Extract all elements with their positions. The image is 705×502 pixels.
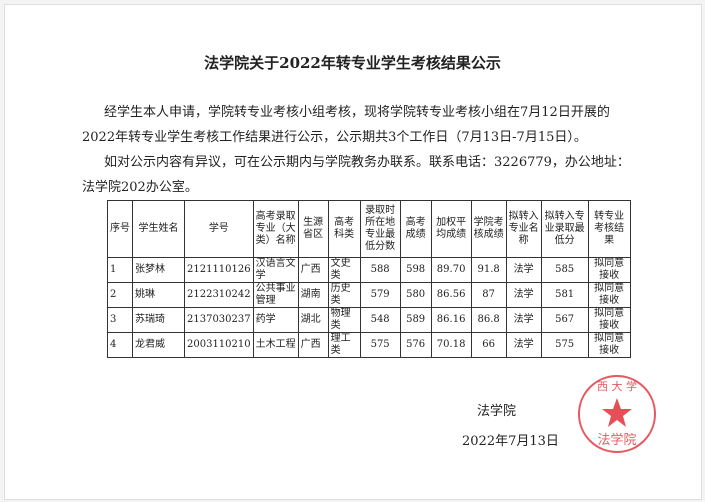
paragraph-contact: 如对公示内容有异议，可在公示期内与学院教务办联系。联系电话：3226779，办公…: [82, 155, 630, 195]
table-cell: 2122310242: [184, 282, 254, 308]
paragraph-intro: 经学生本人申请，学院转专业考核小组考核，现将学院转专业考核小组在7月12日开展的…: [82, 105, 610, 145]
results-table: 序号 学生姓名 学号 高考录取专业（大类）名称 生源省区 高考科类 录取时所在地专业最低分数…: [107, 200, 631, 358]
page-title: 法学院关于2022年转专业学生考核结果公示: [204, 54, 501, 72]
table-cell: 湖南: [297, 282, 329, 308]
column-header: 学院考核成绩: [470, 200, 507, 258]
table-row: 3 苏瑞琦 2137030237 药学 湖北 物理类 548 589 86.16 86.8 法学 56…: [107, 307, 631, 333]
table-cell: 姚琳: [132, 282, 185, 308]
column-header: 高考科类: [327, 200, 361, 258]
column-header: 拟转入专业录取最低分: [540, 200, 589, 258]
table-cell: 理工类: [327, 332, 361, 358]
column-header: 拟转入专业名称: [505, 200, 542, 258]
table-cell: 土木工程: [252, 332, 299, 358]
column-header: 高考录取专业（大类）名称: [252, 200, 299, 258]
table-cell: 3: [107, 307, 133, 333]
table-row: 1 张梦林 2121110126 汉语言文学 广西 文史类 588 598 89.70 91.8 法…: [107, 257, 631, 283]
table-cell: 苏瑞琦: [132, 307, 185, 333]
column-header: 转专业考核结果: [587, 200, 631, 258]
table-cell: 588: [359, 257, 401, 283]
table-cell: 广西: [297, 332, 329, 358]
table-cell: 585: [540, 257, 589, 283]
column-header: 加权平均成绩: [430, 200, 472, 258]
table-cell: 张梦林: [132, 257, 185, 283]
table-cell: 548: [359, 307, 401, 333]
column-header: 生源省区: [297, 200, 329, 258]
table-cell: 580: [399, 282, 432, 308]
svg-text:法学院: 法学院: [597, 432, 636, 448]
table-header-row: 序号 学生姓名 学号 高考录取专业（大类）名称 生源省区 高考科类 录取时所在地专业最低分数…: [107, 200, 631, 258]
table-cell: 法学: [505, 282, 542, 308]
table-cell: 拟同意接收: [587, 282, 631, 308]
table-cell: 575: [540, 332, 589, 358]
official-seal: 西 大 学 法学院: [578, 375, 656, 453]
table-cell: 89.70: [430, 257, 472, 283]
table-cell: 70.18: [430, 332, 472, 358]
table-cell: 86.56: [430, 282, 472, 308]
table-cell: 2121110126: [184, 257, 254, 283]
table-cell: 4: [107, 332, 133, 358]
svg-text:西 大 学: 西 大 学: [597, 379, 637, 393]
table-row: 2 姚琳 2122310242 公共事业管理 湖南 历史类 579 580 86.56 87 法学 5…: [107, 282, 631, 308]
table-cell: 湖北: [297, 307, 329, 333]
table-cell: 药学: [252, 307, 299, 333]
table-cell: 法学: [505, 332, 542, 358]
table-cell: 物理类: [327, 307, 361, 333]
table-cell: 龙君威: [132, 332, 185, 358]
table-cell: 567: [540, 307, 589, 333]
table-cell: 1: [107, 257, 133, 283]
table-cell: 66: [470, 332, 507, 358]
table-cell: 汉语言文学: [252, 257, 299, 283]
table-cell: 2137030237: [184, 307, 254, 333]
table-cell: 598: [399, 257, 432, 283]
table-cell: 87: [470, 282, 507, 308]
column-header: 录取时所在地专业最低分数: [359, 200, 401, 258]
column-header: 学生姓名: [132, 200, 185, 258]
table-cell: 86.16: [430, 307, 472, 333]
table-row: 4 龙君威 2003110210 土木工程 广西 理工类 575 576 70.18 66 法学 57…: [107, 332, 631, 358]
table-cell: 文史类: [327, 257, 361, 283]
table-cell: 2003110210: [184, 332, 254, 358]
table-cell: 法学: [505, 307, 542, 333]
table-cell: 589: [399, 307, 432, 333]
signature: 法学院: [477, 404, 517, 419]
table-cell: 575: [359, 332, 401, 358]
table-cell: 公共事业管理: [252, 282, 299, 308]
table-cell: 拟同意接收: [587, 257, 631, 283]
table-cell: 拟同意接收: [587, 332, 631, 358]
table-cell: 576: [399, 332, 432, 358]
column-header: 序号: [107, 200, 133, 258]
signing-date: 2022年7月13日: [462, 434, 559, 449]
table-cell: 法学: [505, 257, 542, 283]
table-cell: 579: [359, 282, 401, 308]
table-cell: 广西: [297, 257, 329, 283]
table-cell: 581: [540, 282, 589, 308]
table-cell: 86.8: [470, 307, 507, 333]
table-cell: 历史类: [327, 282, 361, 308]
table-cell: 拟同意接收: [587, 307, 631, 333]
column-header: 高考成绩: [399, 200, 432, 258]
table-cell: 2: [107, 282, 133, 308]
column-header: 学号: [184, 200, 254, 258]
table-cell: 91.8: [470, 257, 507, 283]
